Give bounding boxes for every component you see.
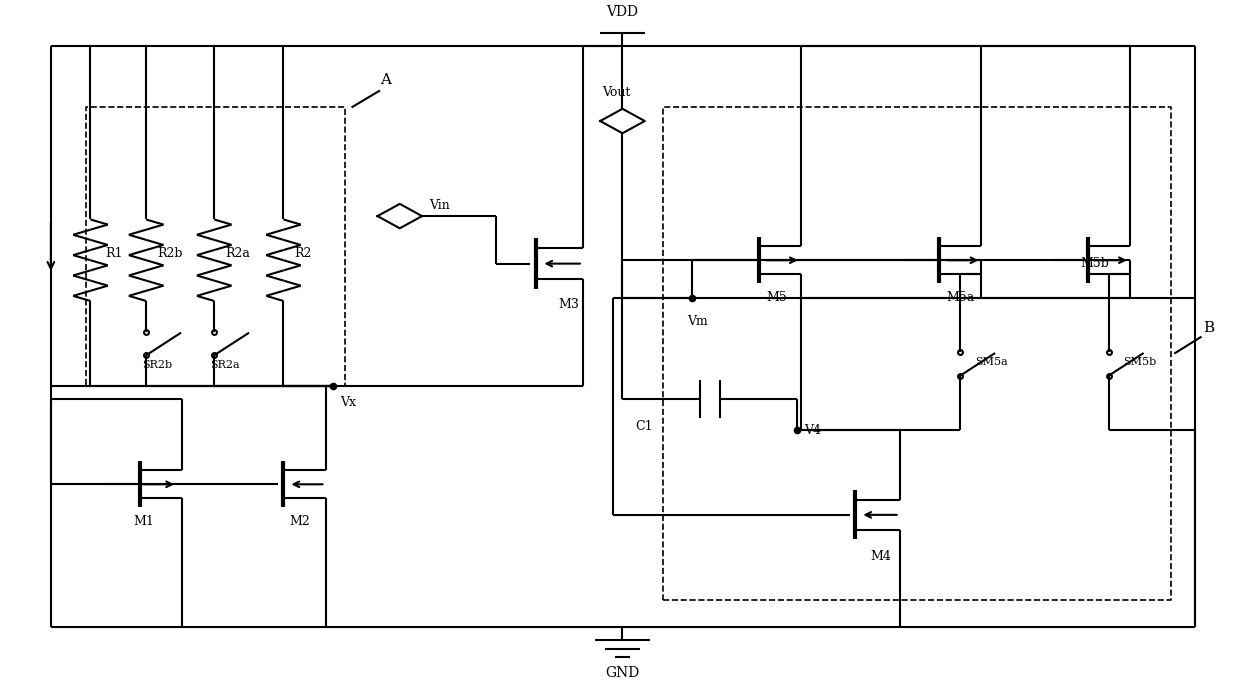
Text: Vx: Vx: [341, 397, 356, 410]
Text: V4: V4: [805, 424, 821, 437]
Text: R2a: R2a: [226, 247, 250, 260]
Text: SR2a: SR2a: [211, 360, 241, 371]
Text: C1: C1: [635, 420, 652, 433]
Text: R2: R2: [295, 247, 312, 260]
Text: GND: GND: [605, 667, 640, 680]
Text: M2: M2: [290, 515, 310, 528]
Text: Vout: Vout: [603, 86, 630, 99]
Text: M5: M5: [766, 291, 786, 304]
Text: SM5a: SM5a: [975, 357, 1008, 367]
Text: SM5b: SM5b: [1123, 357, 1157, 367]
Text: M3: M3: [558, 298, 579, 311]
Text: M5b: M5b: [1080, 257, 1109, 270]
Text: VDD: VDD: [606, 5, 639, 19]
Text: R2b: R2b: [157, 247, 182, 260]
Text: SR2b: SR2b: [143, 360, 172, 371]
Text: R1: R1: [105, 247, 123, 260]
Text: Vm: Vm: [687, 315, 708, 328]
Text: A: A: [379, 73, 391, 87]
Text: Vin: Vin: [429, 199, 450, 212]
Text: M4: M4: [870, 551, 890, 564]
Text: B: B: [1203, 321, 1214, 334]
Text: M1: M1: [134, 515, 155, 528]
Text: M5a: M5a: [946, 291, 975, 304]
